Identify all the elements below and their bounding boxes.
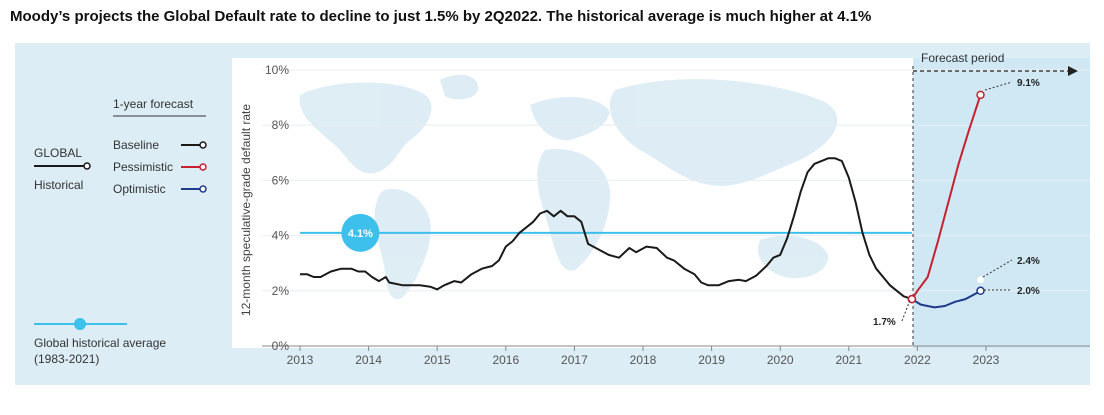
optimistic-annotation: 2.0% — [1017, 286, 1040, 297]
grid-lines — [262, 69, 1090, 347]
series-layer — [300, 90, 985, 309]
x-axis-ticks: 2013 2014 2015 2016 2017 2018 2019 2020 2021 2022… — [287, 346, 1000, 367]
x-tick-label: 2022 — [904, 353, 931, 367]
x-tick-label: 2018 — [630, 353, 657, 367]
y-tick-label: 8% — [272, 118, 290, 132]
pessimistic-end-marker — [976, 90, 985, 100]
baseline-end-marker — [977, 276, 985, 284]
legend-optimistic-label: Optimistic — [113, 182, 166, 196]
pessimistic-annotation: 9.1% — [1017, 78, 1040, 89]
forecast-period-label: Forecast period — [921, 51, 1004, 65]
legend-pessimistic-label: Pessimistic — [113, 160, 173, 174]
baseline-leader — [982, 259, 1013, 278]
legend-forecast-heading: 1-year forecast — [113, 97, 194, 111]
y-tick-label: 6% — [272, 173, 290, 187]
x-tick-label: 2021 — [835, 353, 862, 367]
x-tick-label: 2019 — [698, 353, 725, 367]
start-annotation: 1.7% — [873, 317, 896, 328]
legend: 1-year forecast GLOBAL Historical Baseli… — [34, 97, 207, 366]
forecast-arrow-head — [1068, 66, 1078, 76]
optimistic-end-marker — [976, 286, 985, 296]
x-tick-label: 2016 — [492, 353, 519, 367]
x-tick-label: 2017 — [561, 353, 588, 367]
legend-baseline-marker — [199, 141, 207, 149]
world-map-background — [299, 74, 838, 300]
y-axis-label: 12-month speculative-grade default rate — [239, 104, 253, 316]
optimistic-series-line — [911, 289, 982, 309]
historical-average-label: 4.1% — [348, 228, 373, 240]
legend-baseline-label: Baseline — [113, 138, 159, 152]
pessimistic-series-line — [911, 94, 982, 300]
x-tick-label: 2020 — [767, 353, 794, 367]
y-axis-ticks: 0% 2% 4% 6% 8% 10% — [265, 63, 289, 353]
legend-pessimistic-marker — [199, 163, 207, 171]
forecast-region — [913, 58, 1090, 348]
legend-optimistic-marker — [199, 185, 207, 193]
x-tick-label: 2014 — [355, 353, 382, 367]
y-tick-label: 4% — [272, 229, 290, 243]
historical-average-bubble — [341, 213, 380, 252]
legend-average-label: Global historical average — [34, 336, 166, 350]
pessimistic-leader — [984, 81, 1013, 91]
legend-historical-label: Historical — [34, 178, 83, 192]
legend-historical-marker — [83, 162, 91, 170]
x-tick-label: 2015 — [424, 353, 451, 367]
historical-series-line — [300, 157, 913, 301]
y-tick-label: 0% — [272, 339, 290, 353]
legend-global-label: GLOBAL — [34, 146, 82, 160]
legend-average-marker — [74, 318, 86, 330]
legend-average-period: (1983-2021) — [34, 352, 99, 366]
y-tick-label: 10% — [265, 63, 289, 77]
x-tick-label: 2013 — [287, 353, 314, 367]
y-tick-label: 2% — [272, 284, 290, 298]
baseline-annotation: 2.4% — [1017, 256, 1040, 267]
x-tick-label: 2023 — [973, 353, 1000, 367]
page-title: Moody’s projects the Global Default rate… — [10, 8, 872, 25]
annotations: 1.7% 9.1% 2.4% 2.0% — [873, 78, 1040, 328]
